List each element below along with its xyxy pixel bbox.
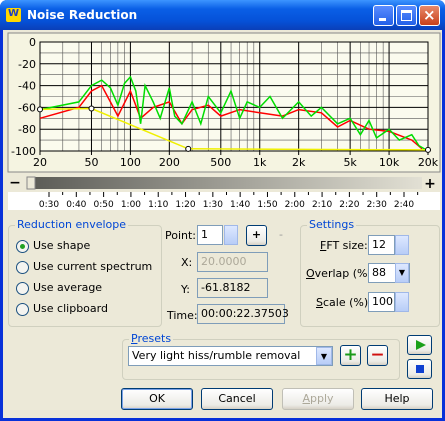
- window-title: Noise Reduction: [27, 8, 138, 22]
- x-tick-label: 1k: [253, 156, 267, 169]
- envelope-point: [37, 106, 43, 113]
- time-label: 0:40: [66, 200, 86, 210]
- x-tick-label: 200: [159, 156, 180, 169]
- app-icon: W: [6, 8, 21, 22]
- spectrum-panel: − + 20 50 100 200 500 1k 2k 5k 10k 20k 0 -20 -40 -60 -…: [7, 32, 441, 210]
- time-label: 2:00: [285, 200, 305, 210]
- dialog-button[interactable]: Cancel: [201, 388, 273, 410]
- y-tick-label: -20: [18, 58, 36, 71]
- y-tick-label: -100: [11, 145, 36, 158]
- x-tick-label: 100: [120, 156, 141, 169]
- time-label: 1:20: [175, 200, 195, 210]
- radio-label[interactable]: Use clipboard: [33, 302, 108, 315]
- x-tick-label: 2k: [292, 156, 306, 169]
- fft-input[interactable]: 12: [368, 235, 395, 255]
- time-label: 1:10: [148, 200, 168, 210]
- presets-combo[interactable]: Very light hiss/rumble removal: [128, 346, 333, 366]
- grid: [39, 41, 429, 152]
- radio-label[interactable]: Use shape: [33, 239, 91, 252]
- dialog-button[interactable]: Help: [361, 388, 433, 410]
- fft-spinner[interactable]: [395, 235, 409, 255]
- radio-button[interactable]: [16, 240, 29, 253]
- zoom-out[interactable]: −: [9, 175, 21, 191]
- spectrum-line: [39, 84, 423, 150]
- time-ruler: [8, 192, 440, 210]
- zoom-thumb[interactable]: [26, 176, 36, 190]
- time-label: 2:30: [367, 200, 387, 210]
- time-label: 1:00: [121, 200, 141, 210]
- x-tick-label: 50: [84, 156, 98, 169]
- spectrum-line: [39, 75, 429, 152]
- envelope-group: Reduction envelope: [8, 218, 162, 327]
- point-input[interactable]: 1: [197, 225, 223, 245]
- radio-button[interactable]: [16, 261, 29, 274]
- scale-spinner[interactable]: [395, 292, 409, 312]
- maximize-button[interactable]: [396, 5, 417, 26]
- envelope-point: [88, 105, 95, 112]
- time-label: 2:20: [339, 200, 359, 210]
- envelope-point: [425, 146, 431, 153]
- add-preset-button[interactable]: +: [340, 345, 361, 366]
- presets-group: Presets: [122, 332, 400, 380]
- y-input[interactable]: -61.8182: [197, 278, 268, 298]
- x-tick-label: 5k: [343, 156, 357, 169]
- y-tick-label: -40: [18, 80, 36, 93]
- time-label: 2:40: [394, 200, 414, 210]
- point-spinner[interactable]: [224, 225, 238, 245]
- time-label: 1:30: [203, 200, 223, 210]
- title-bar: W Noise Reduction ×: [0, 0, 445, 30]
- y-tick-label: 0: [29, 36, 36, 49]
- scale-label: Scale (%):: [316, 296, 372, 309]
- y-tick-label: -80: [18, 123, 36, 136]
- overlap-label: Overlap (%):: [306, 267, 376, 280]
- play-button[interactable]: [407, 335, 432, 355]
- zoom-bar[interactable]: [27, 177, 422, 189]
- point-label: Point:: [165, 229, 197, 242]
- group-title: Presets: [129, 332, 174, 345]
- dialog-button[interactable]: OK: [121, 388, 193, 410]
- x-input: 20.0000: [197, 252, 268, 272]
- presets-dropdown[interactable]: ▼: [316, 347, 332, 365]
- time-label: 1:50: [257, 200, 277, 210]
- envelope-point: [185, 145, 192, 152]
- radio-label[interactable]: Use current spectrum: [33, 260, 153, 273]
- minimize-button[interactable]: [373, 5, 394, 26]
- time-label: 1:40: [230, 200, 250, 210]
- x-tick-label: 20: [33, 156, 47, 169]
- x-tick-label: 500: [210, 156, 231, 169]
- dialog-button: Apply: [282, 388, 354, 410]
- group-title: Reduction envelope: [15, 218, 129, 231]
- y-tick-label: -60: [18, 101, 36, 114]
- x-tick-label: 20k: [418, 156, 439, 169]
- fft-label: FFT size:: [320, 239, 368, 252]
- zoom-in[interactable]: +: [424, 176, 436, 192]
- time-label: 0:50: [94, 200, 114, 210]
- group-title: Settings: [307, 218, 357, 231]
- remove-preset-button[interactable]: −: [367, 345, 388, 366]
- radio-button[interactable]: [16, 282, 29, 295]
- scale-input[interactable]: 100: [368, 292, 395, 312]
- time-input[interactable]: 00:00:22.37503: [197, 304, 289, 324]
- radio-label[interactable]: Use average: [33, 281, 103, 294]
- settings-group: Settings: [300, 218, 440, 327]
- radio-button[interactable]: [16, 303, 29, 316]
- add-point-button[interactable]: +: [246, 225, 267, 246]
- remove-point-icon[interactable]: -: [279, 228, 283, 241]
- time-label: 0:30: [39, 200, 59, 210]
- spectrum-line: [39, 107, 429, 151]
- time-label: Time:: [167, 309, 198, 322]
- overlap-dropdown[interactable]: ▼: [395, 263, 409, 283]
- x-tick-label: 10k: [379, 156, 400, 169]
- close-button[interactable]: ×: [419, 5, 440, 26]
- y-label: Y:: [181, 283, 190, 296]
- stop-button[interactable]: [407, 359, 432, 379]
- time-label: 2:10: [312, 200, 332, 210]
- x-label: X:: [181, 256, 193, 269]
